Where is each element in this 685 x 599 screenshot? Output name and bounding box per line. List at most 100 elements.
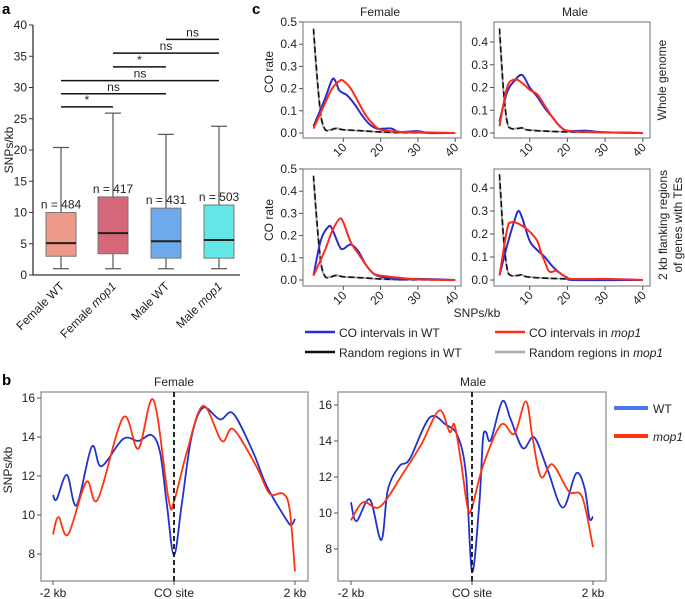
series-line-random-wt (312, 28, 456, 134)
category-label: Female WT (13, 279, 67, 333)
x-tick-label: 40 (630, 288, 650, 308)
row-title-te-flanking-1: 2 kb flanking regions (656, 170, 670, 280)
y-tick-label: 0.1 (471, 103, 488, 117)
y-tick-label: 0.2 (471, 81, 488, 95)
column-title-female: Female (360, 5, 400, 19)
legend-item-random-mop1: Random regions in mop1 (495, 346, 663, 360)
row-title-whole-genome: Whole genome (655, 39, 669, 120)
x-tick-label: 20 (554, 140, 574, 160)
legend-label: mop1 (653, 430, 683, 444)
box-iqr (97, 196, 129, 255)
legend-genotype: mop1 (633, 346, 663, 360)
x-tick-label: -2 kb (40, 586, 67, 599)
snp-density-plot-female (37, 391, 309, 585)
y-tick-label: 40 (14, 18, 28, 32)
legend-label: WT (653, 402, 672, 416)
column-title-male: Male (562, 5, 588, 19)
series-line-mop1 (498, 221, 643, 281)
series-line-mop1 (52, 398, 296, 572)
y-tick-label: 20 (14, 143, 28, 157)
y-tick-label: 0.4 (471, 181, 488, 195)
y-axis-label: CO rate (262, 51, 276, 93)
y-tick-label: 10 (14, 206, 28, 220)
co-rate-plot-male-whole-genome (490, 21, 651, 142)
significance-label: ns (107, 80, 120, 94)
y-axis-label: SNPs/kb (1, 446, 15, 493)
y-tick-label: 0.5 (280, 162, 297, 176)
legend-label: Random regions in mop1 (529, 346, 663, 360)
x-tick-label: -2 kb (338, 586, 365, 599)
plot-frame (493, 168, 651, 287)
y-tick-label: 15 (14, 174, 28, 188)
series-line-mop1 (498, 78, 643, 134)
panel-label-c: c (252, 1, 260, 18)
n-label: n = 417 (93, 182, 134, 196)
y-tick-label: 0.3 (471, 204, 488, 218)
series-line-wt (498, 209, 643, 282)
legend-item-wt: CO intervals in WT (305, 326, 440, 340)
y-tick-label: 0 (20, 268, 27, 282)
y-tick-label: 8 (28, 547, 35, 561)
significance-label: * (137, 53, 142, 67)
category-prefix: Female (57, 300, 98, 341)
category-genotype: mop1 (88, 279, 119, 310)
legend-genotype: WT (421, 326, 440, 340)
x-tick-label: CO site (154, 586, 194, 599)
y-axis-label: CO rate (262, 199, 276, 241)
legend-item-random-wt: Random regions in WT (305, 346, 462, 360)
x-tick-label: 30 (405, 288, 425, 308)
series-line-mop1 (312, 217, 456, 281)
y-axis-label: SNPs/kb (2, 126, 16, 173)
y-tick-label: 12 (22, 469, 36, 483)
x-axis-label: SNPs/kb (454, 306, 501, 320)
y-tick-label: 0.1 (280, 104, 297, 118)
y-tick-label: 30 (14, 81, 28, 95)
series-line-wt (312, 224, 456, 281)
series-line-wt (498, 73, 643, 134)
box-iqr (203, 204, 235, 259)
legend-label: CO intervals in mop1 (529, 326, 641, 340)
box-iqr (150, 207, 182, 259)
x-tick-label: 40 (442, 288, 462, 308)
co-rate-plot-female-whole-genome (299, 21, 462, 142)
series-line-wt (350, 399, 594, 573)
subplot-title: Male (460, 375, 486, 389)
co-rate-plot-male-te-flanking (490, 168, 651, 290)
series-line-random-wt (312, 175, 456, 281)
y-tick-label: 5 (20, 237, 27, 251)
x-tick-label: 2 kb (582, 586, 605, 599)
category-label: Male mop1 (173, 279, 225, 331)
y-tick-label: 0.0 (471, 273, 488, 287)
co-rate-plot-female-te-flanking (299, 168, 462, 290)
y-tick-label: 0.0 (280, 273, 297, 287)
x-tick-label: 10 (516, 288, 536, 308)
box-3 (203, 125, 235, 270)
category-label: Female mop1 (57, 279, 119, 341)
n-label: n = 503 (199, 190, 240, 204)
y-tick-label: 0.3 (280, 206, 297, 220)
y-tick-label: 0.3 (471, 58, 488, 72)
snp-density-plot-male (334, 391, 607, 585)
x-tick-label: 20 (367, 288, 387, 308)
y-tick-label: 0.4 (471, 35, 488, 49)
series-line-random-mop1 (312, 177, 456, 281)
x-tick-label: 10 (516, 140, 536, 160)
x-tick-label: 10 (330, 140, 350, 160)
significance-label: ns (160, 39, 173, 53)
y-tick-label: 0.4 (280, 37, 297, 51)
y-tick-label: 0.1 (280, 251, 297, 265)
y-tick-label: 10 (22, 508, 36, 522)
x-tick-label: 30 (592, 288, 612, 308)
legend-label: Random regions in WT (339, 346, 462, 360)
category-prefix: Female (13, 292, 54, 333)
legend-genotype: mop1 (611, 326, 641, 340)
y-tick-label: 14 (22, 430, 36, 444)
panel-label-a: a (2, 1, 11, 18)
box-0 (45, 146, 77, 270)
series-line-mop1 (312, 78, 456, 134)
y-tick-label: 0.1 (471, 250, 488, 264)
series-line-random-wt (498, 174, 643, 281)
n-label: n = 431 (146, 193, 187, 207)
n-label: n = 484 (41, 198, 82, 212)
series-line-wt (312, 77, 456, 135)
